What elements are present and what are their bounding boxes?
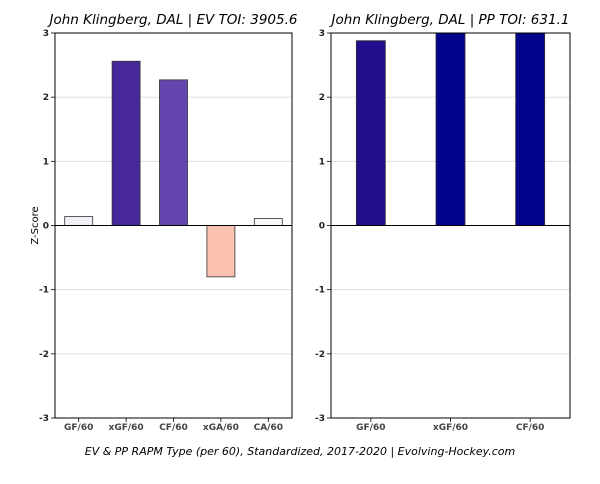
y-tick-label: 3 (319, 29, 325, 39)
x-tick-label: xGF/60 (109, 423, 144, 433)
y-tick-label: 3 (43, 29, 49, 39)
bar-cf-60 (515, 32, 546, 226)
bar-cf-60 (159, 79, 188, 226)
y-axis-label: Z-Score (30, 206, 41, 244)
y-tick-label: -1 (39, 286, 49, 296)
bar-xgf-60 (111, 60, 141, 226)
bar-gf-60 (355, 40, 386, 226)
x-tick-label: CA/60 (254, 423, 283, 433)
plot-frame (54, 32, 293, 419)
bar-xga-60 (206, 225, 236, 278)
y-tick-label: 0 (319, 222, 325, 232)
bar-gf-60 (64, 216, 94, 226)
ev-rapm-chart: -3 -2 -1 0 1 2 3 GF/60 xGF/60 CF/60 xGA/60 CA/60 Joh… (30, 12, 297, 433)
y-tick-label: -3 (315, 414, 325, 424)
x-tick-label: xGA/60 (203, 423, 239, 433)
x-tick-label: CF/60 (516, 423, 545, 433)
x-tick-label: xGF/60 (433, 423, 468, 433)
plot-frame (330, 32, 571, 419)
y-tick-label: -2 (315, 350, 325, 360)
chart-title: John Klingberg, DAL | PP TOI: 631.1 (329, 12, 570, 28)
y-tick-label: -1 (315, 286, 325, 296)
y-tick-label: 2 (319, 93, 325, 103)
x-tick-label: GF/60 (356, 423, 385, 433)
y-tick-label: 2 (43, 93, 49, 103)
y-tick-label: -2 (39, 350, 49, 360)
bar-xgf-60 (435, 32, 466, 226)
y-tick-label: 1 (43, 157, 49, 167)
bar-ca-60 (253, 218, 283, 226)
footer-caption: EV & PP RAPM Type (per 60), Standardized… (85, 445, 516, 458)
y-tick-label: -3 (39, 414, 49, 424)
x-tick-label: CF/60 (159, 423, 188, 433)
x-tick-label: GF/60 (64, 423, 93, 433)
chart-title: John Klingberg, DAL | EV TOI: 3905.6 (47, 12, 298, 28)
y-tick-label: 1 (319, 157, 325, 167)
y-tick-label: 0 (43, 222, 49, 232)
pp-rapm-chart: -3 -2 -1 0 1 2 3 GF/60 xGF/60 CF/60 John Klingberg… (315, 12, 571, 433)
